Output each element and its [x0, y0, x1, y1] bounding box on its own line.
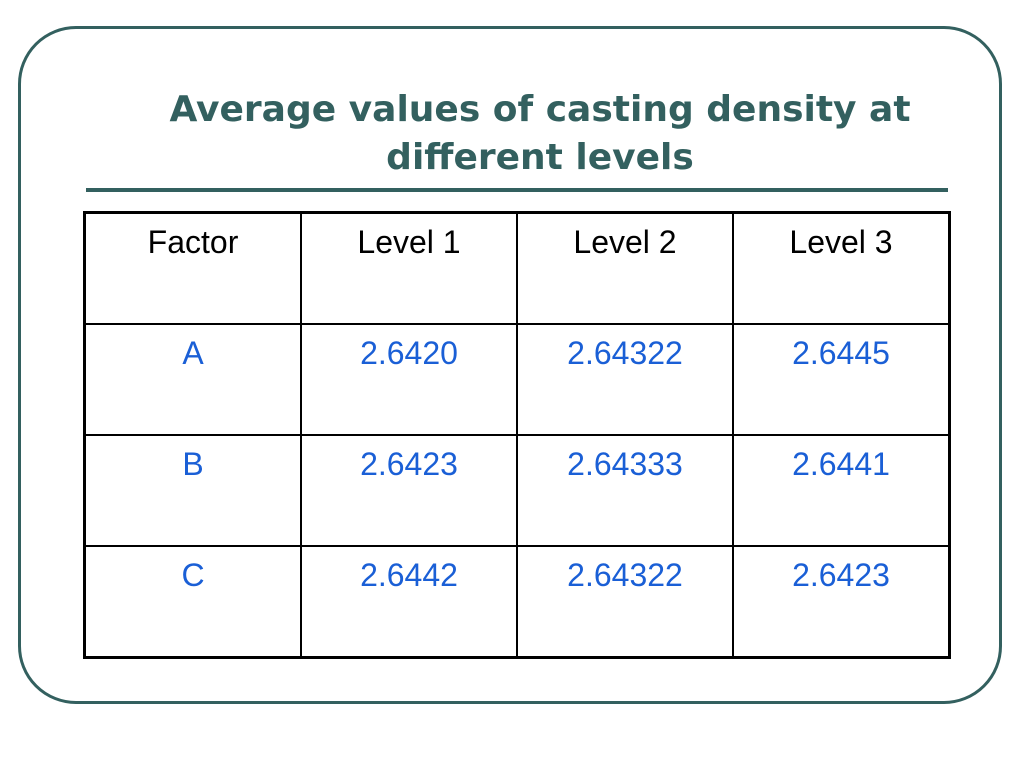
slide-frame [18, 26, 1002, 704]
value-cell: 2.6423 [300, 434, 518, 547]
header-cell-level-1: Level 1 [300, 212, 518, 325]
table-row: C 2.6442 2.64322 2.6423 [84, 545, 950, 658]
value-cell: 2.64322 [516, 545, 734, 658]
value-cell: 2.6442 [300, 545, 518, 658]
value-cell: 2.64333 [516, 434, 734, 547]
factor-cell: C [84, 545, 302, 658]
title-underline [86, 188, 948, 192]
value-cell: 2.6441 [732, 434, 950, 547]
table-row: B 2.6423 2.64333 2.6441 [84, 434, 950, 547]
table-header-row: Factor Level 1 Level 2 Level 3 [84, 212, 950, 325]
header-cell-level-3: Level 3 [732, 212, 950, 325]
header-cell-factor: Factor [84, 212, 302, 325]
slide-title: Average values of casting density at dif… [169, 89, 911, 178]
value-cell: 2.64322 [516, 323, 734, 436]
value-cell: 2.6420 [300, 323, 518, 436]
value-cell: 2.6445 [732, 323, 950, 436]
factor-cell: A [84, 323, 302, 436]
density-table: Factor Level 1 Level 2 Level 3 A 2.6420 … [83, 211, 951, 659]
factor-cell: B [84, 434, 302, 547]
table-row: A 2.6420 2.64322 2.6445 [84, 323, 950, 436]
value-cell: 2.6423 [732, 545, 950, 658]
header-cell-level-2: Level 2 [516, 212, 734, 325]
